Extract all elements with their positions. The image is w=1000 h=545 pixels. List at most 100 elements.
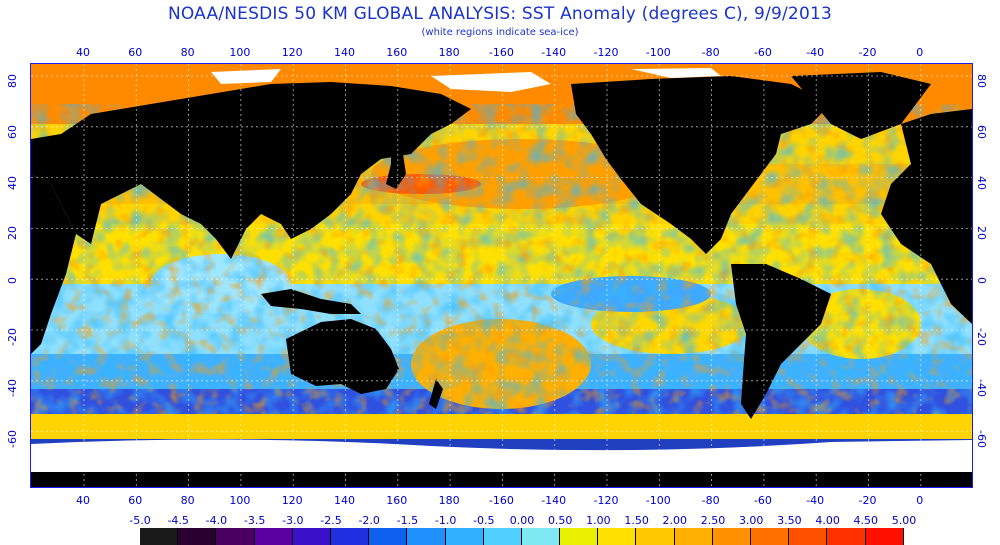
- top-lon-label: -100: [645, 46, 671, 59]
- antarctica-land: [31, 472, 972, 487]
- bottom-lon-label: 0: [916, 494, 924, 507]
- right-lat-label: 20: [975, 226, 988, 241]
- bottom-lon-label: 40: [76, 494, 90, 507]
- top-lon-label: -40: [806, 46, 825, 59]
- greenland-land: [791, 72, 931, 139]
- bottom-lon-label: -160: [488, 494, 514, 507]
- top-lon-label: 40: [76, 46, 90, 59]
- graticule: [31, 64, 972, 487]
- sst-anomaly-map: [30, 63, 973, 488]
- colorbar-swatch: [789, 528, 828, 545]
- right-lat-label: 0: [975, 277, 988, 285]
- colorbar-swatch: [369, 528, 408, 545]
- colorbar-swatch: [674, 528, 713, 545]
- colorbar-tick-label: 5.00: [891, 514, 917, 527]
- bottom-lon-label: -100: [645, 494, 671, 507]
- map-canvas: [31, 64, 972, 487]
- colorbar-swatch: [751, 528, 790, 545]
- ice-edge: [31, 439, 972, 451]
- right-lat-label: 60: [975, 124, 988, 139]
- colorbar-tick-label: 0.50: [547, 514, 573, 527]
- colorbar-swatch: [521, 528, 561, 545]
- eurasia-land: [31, 82, 471, 259]
- top-lon-label: -140: [541, 46, 567, 59]
- top-lon-label: 180: [438, 46, 460, 59]
- top-lon-label: 60: [128, 46, 143, 59]
- colorbar-tick-label: 3.00: [738, 514, 764, 527]
- bottom-lon-label: -140: [541, 494, 567, 507]
- bottom-lon-label: 80: [180, 494, 195, 507]
- right-lat-label: -40: [975, 378, 988, 397]
- colorbar-tick-label: -3.0: [282, 514, 304, 527]
- left-lat-label: 20: [6, 226, 19, 241]
- colorbar-swatch: [407, 528, 446, 545]
- colorbar-tick-label: 0.00: [509, 514, 535, 527]
- colorbar-tick-label: 2.50: [700, 514, 726, 527]
- colorbar-tick-label: 4.00: [815, 514, 840, 527]
- right-lat-label: -60: [975, 429, 988, 448]
- bottom-lon-label: -40: [806, 494, 825, 507]
- top-lon-label: 160: [386, 46, 408, 59]
- bottom-lon-label: -20: [858, 494, 877, 507]
- north-america-land: [571, 76, 831, 254]
- colorbar-tick-label: -1.5: [396, 514, 419, 527]
- europe-africa-right: [881, 109, 972, 324]
- colorbar-swatch: [712, 528, 751, 545]
- land-masses: [31, 72, 972, 419]
- colorbar-swatch: [445, 528, 484, 545]
- top-lon-label: 0: [916, 46, 924, 59]
- colorbar-swatch: [865, 528, 904, 545]
- map-title: NOAA/NESDIS 50 KM GLOBAL ANALYSIS: SST A…: [167, 4, 833, 24]
- colorbar-tick-label: 1.50: [624, 514, 649, 527]
- colorbar-swatch: [254, 528, 293, 545]
- top-lon-label: 120: [281, 46, 303, 59]
- colorbar: [140, 528, 904, 545]
- south-america-land: [731, 264, 831, 419]
- colorbar-tick-label: -3.5: [243, 514, 266, 527]
- colorbar-swatch: [292, 528, 331, 545]
- new-zealand-land: [429, 379, 443, 409]
- top-lon-label: 80: [180, 46, 195, 59]
- top-lon-label: 100: [229, 46, 251, 59]
- bottom-lon-label: -80: [701, 494, 720, 507]
- colorbar-swatch: [140, 528, 179, 545]
- left-lat-label: -20: [6, 328, 19, 346]
- left-lat-label: 40: [6, 175, 19, 190]
- colorbar-tick-label: -1.0: [434, 514, 457, 527]
- colorbar-swatch: [330, 528, 370, 545]
- colorbar-tick-label: -2.5: [320, 514, 342, 527]
- top-lon-label: -80: [701, 46, 720, 59]
- right-lat-label: -20: [975, 328, 988, 346]
- bottom-lon-label: 160: [386, 494, 408, 507]
- left-lat-label: 0: [6, 277, 19, 285]
- bottom-lon-label: 100: [229, 494, 251, 507]
- africa-east-coast: [31, 174, 76, 354]
- indonesia-land: [261, 289, 361, 314]
- top-lon-label: 140: [334, 46, 355, 59]
- colorbar-swatch: [483, 528, 522, 545]
- bottom-lon-label: -60: [753, 494, 772, 507]
- colorbar-tick-label: 3.50: [777, 514, 802, 527]
- bottom-lon-label: -120: [593, 494, 619, 507]
- colorbar-swatch: [827, 528, 866, 545]
- top-lon-label: -160: [488, 46, 514, 59]
- top-lon-label: -60: [753, 46, 772, 59]
- left-lat-label: 80: [6, 74, 19, 88]
- colorbar-swatch: [178, 528, 217, 545]
- map-subtitle: (white regions indicate sea-ice): [421, 27, 579, 38]
- colorbar-swatch: [216, 528, 255, 545]
- left-lat-label: -40: [6, 378, 19, 397]
- bottom-lon-label: 180: [438, 494, 460, 507]
- colorbar-tick-label: -4.5: [167, 514, 189, 527]
- australia-land: [286, 319, 399, 394]
- bottom-lon-label: 60: [128, 494, 143, 507]
- left-lat-label: 60: [6, 124, 19, 139]
- bottom-lon-label: 120: [281, 494, 303, 507]
- arctic-sea-ice: [211, 68, 721, 92]
- colorbar-tick-label: -5.0: [129, 514, 151, 527]
- left-lat-label: -60: [6, 429, 19, 448]
- colorbar-tick-label: 4.50: [853, 514, 879, 527]
- colorbar-swatch: [560, 528, 599, 545]
- right-lat-label: 80: [975, 74, 988, 88]
- colorbar-tick-label: 2.00: [662, 514, 688, 527]
